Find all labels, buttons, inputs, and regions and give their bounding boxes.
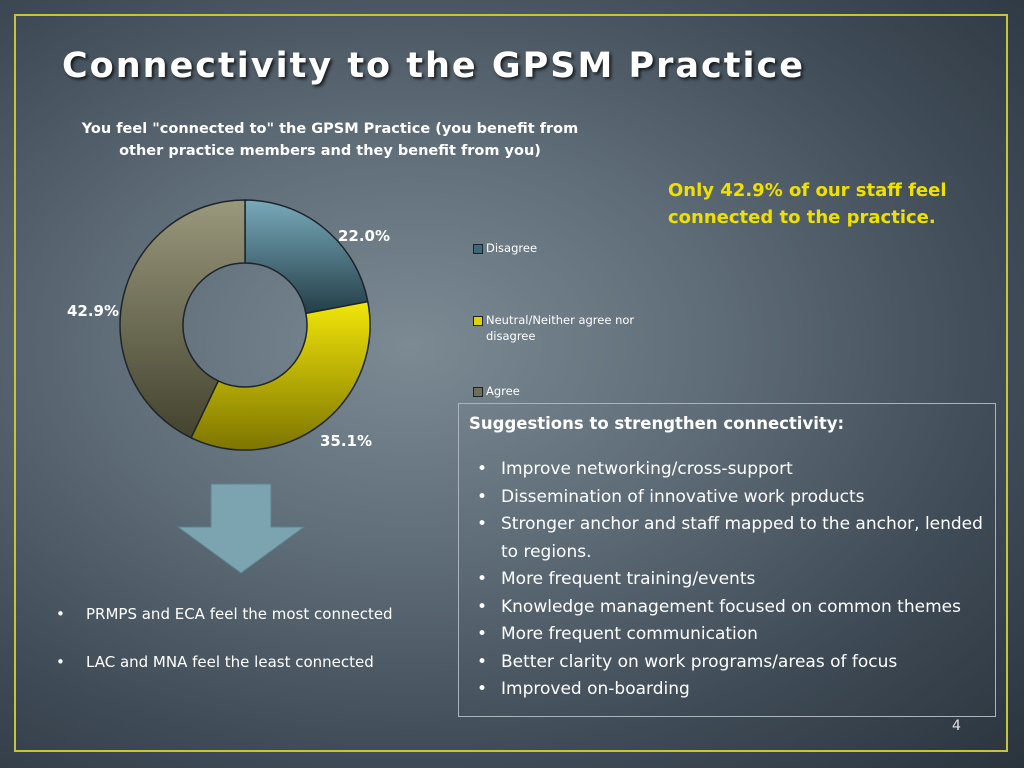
legend-label: Neutral/Neither agree nor disagree (486, 313, 635, 343)
slice-data-label: 35.1% (320, 432, 372, 450)
suggestion-item: More frequent training/events (469, 566, 985, 594)
suggestion-item: Improve networking/cross-support (469, 456, 985, 484)
suggestion-item: More frequent communication (469, 621, 985, 649)
legend-item-agree: Agree (473, 383, 656, 399)
suggestion-item: Knowledge management focused on common t… (469, 594, 985, 622)
down-arrow-icon (177, 483, 305, 574)
legend-swatch (473, 387, 483, 397)
slide-frame (14, 14, 1008, 752)
slice-agree (119, 199, 246, 439)
legend-item-neutral: Neutral/Neither agree nor disagree (473, 312, 656, 344)
suggestion-item: Dissemination of innovative work product… (469, 484, 985, 512)
suggestion-item: Better clarity on work programs/areas of… (469, 649, 985, 677)
legend-item-disagree: Disagree (473, 240, 656, 256)
legend-label: Agree (486, 384, 520, 398)
suggestions-box: Suggestions to strengthen connectivity: … (458, 403, 996, 717)
suggestion-item: Improved on-boarding (469, 676, 985, 704)
suggestions-list: Improve networking/cross-support Dissemi… (469, 456, 985, 704)
slice-neutral (190, 300, 371, 451)
finding-item: PRMPS and ECA feel the most connected (56, 603, 393, 625)
finding-item: LAC and MNA feel the least connected (56, 651, 393, 673)
slide-title: Connectivity to the GPSM Practice (62, 46, 805, 86)
slice-disagree (244, 199, 369, 315)
legend-swatch (473, 244, 483, 254)
slice-data-label: 42.9% (67, 302, 119, 320)
slice-data-label: 22.0% (338, 227, 390, 245)
legend-swatch (473, 316, 483, 326)
suggestions-heading: Suggestions to strengthen connectivity: (469, 414, 845, 433)
page-number: 4 (952, 718, 961, 734)
chart-title: You feel "connected to" the GPSM Practic… (81, 121, 579, 159)
findings-list: PRMPS and ECA feel the most connected LA… (56, 603, 393, 673)
highlight-text: Only 42.9% of our staff feel connected t… (668, 180, 947, 228)
legend-label: Disagree (486, 241, 538, 255)
suggestion-item: Stronger anchor and staff mapped to the … (469, 511, 985, 566)
